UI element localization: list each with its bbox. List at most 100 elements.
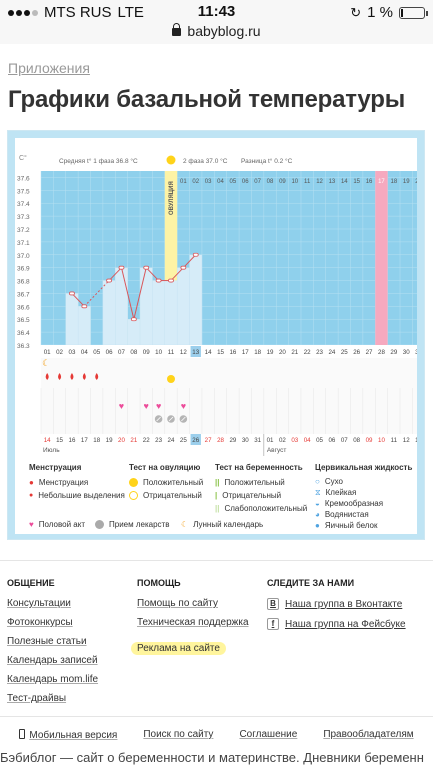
fb-link[interactable]: f Наша группа на Фейсбуке: [267, 618, 406, 630]
vk-link[interactable]: B Наша группа в Вконтакте: [267, 598, 406, 610]
temperature-bar: [65, 293, 79, 346]
carrier: MTS RUS: [44, 4, 112, 21]
pill-icon-mark: [181, 416, 186, 422]
ads-highlight: Реклама на сайте: [131, 642, 226, 655]
date-label: 13: [415, 437, 417, 444]
site-search-link[interactable]: Поиск по сайту: [143, 729, 214, 740]
temperature-line-segment: [145, 267, 159, 281]
cycle-day-label: 22: [304, 349, 311, 356]
footer-divider: [0, 560, 433, 561]
footer-heading: СЛЕДИТЕ ЗА НАМИ: [267, 578, 355, 588]
temperature-point: [143, 265, 150, 270]
facebook-icon: f: [267, 618, 279, 630]
temperature-point: [69, 291, 75, 296]
phone-icon: [19, 729, 26, 739]
bbt-chart-frame: 37.6 37.5 37.4 37.3 37.2 37.1 37.0 36.9 36.8 36.7…: [7, 130, 425, 540]
temperature-line-segment: [170, 267, 184, 281]
pink-column: [375, 171, 388, 345]
top-day-label: 05: [230, 179, 237, 185]
cycle-day-label: 02: [56, 349, 63, 356]
legend-item: Водянистая: [324, 510, 369, 519]
date-label: 30: [242, 437, 249, 444]
cycle-day-label: 14: [205, 349, 212, 356]
top-day-label: 17: [378, 179, 385, 185]
top-day-label: 04: [217, 179, 224, 185]
temperature-bar: [115, 267, 128, 346]
legend-item: Сухо: [324, 477, 343, 486]
cycle-day-label: 31: [415, 349, 417, 356]
legend-intercourse: ♥ Половой акт: [29, 520, 85, 529]
date-label: 25: [180, 437, 187, 444]
date-label: 23: [155, 437, 162, 444]
signal-icon: [8, 9, 38, 16]
footer-link[interactable]: Календарь записей: [7, 655, 98, 666]
rights-holders-link[interactable]: Правообладателям: [323, 729, 414, 740]
date-label: 16: [69, 437, 76, 444]
footer-link[interactable]: Календарь mom.life: [7, 674, 99, 685]
footer-link[interactable]: Полезные статьи: [7, 636, 87, 647]
cycle-day-label: 03: [69, 349, 76, 356]
date-label: 31: [254, 437, 261, 444]
top-day-label: 20: [415, 179, 417, 185]
legend-item: Положительный: [224, 478, 285, 487]
legend-moon: ☾ Лунный календарь: [181, 520, 263, 529]
breadcrumb-link[interactable]: Приложения: [8, 60, 90, 76]
top-day-label: 10: [291, 179, 298, 185]
footer-link[interactable]: Тест-драйвы: [7, 693, 67, 704]
chart-legend: Менструация ● Менструация ● Небольшие выде…: [15, 459, 417, 534]
date-label: 14: [44, 437, 51, 444]
top-day-label: 06: [242, 179, 249, 185]
temperature-point: [118, 265, 125, 270]
date-label: 21: [130, 437, 137, 444]
heart-icon: ♥: [181, 401, 186, 411]
mobile-version-link[interactable]: Мобильная версия: [19, 729, 117, 741]
footer-link[interactable]: Помощь по сайту: [137, 598, 218, 609]
cycle-day-label: 11: [168, 349, 175, 356]
drop-icon: ●: [29, 478, 34, 487]
legend-title: Тест на овуляцию: [129, 463, 201, 472]
footer-link[interactable]: Фотоконкурсы: [7, 617, 73, 628]
temperature-line-segment: [71, 293, 85, 307]
cycle-day-label: 20: [279, 349, 286, 356]
cycle-day-label: 29: [390, 349, 397, 356]
pill-icon-mark: [168, 416, 174, 422]
top-day-label: 08: [267, 179, 274, 185]
date-label: 11: [391, 437, 398, 444]
temperature-point: [192, 252, 199, 257]
dates-band: [41, 434, 417, 445]
legend-item: Клейкая: [325, 488, 357, 497]
top-day-label: 12: [316, 179, 323, 185]
temperature-line-segment: [108, 267, 122, 281]
temperature-point: [81, 304, 88, 309]
orientation-lock-icon: ↻: [350, 4, 362, 20]
footer-link[interactable]: Техническая поддержка: [137, 617, 249, 628]
ovulation-marker: [166, 155, 176, 165]
temperature-line-segment: [133, 267, 147, 320]
watery-icon: ◕: [315, 510, 320, 519]
footer-link-ads[interactable]: Реклама на сайте: [131, 642, 249, 655]
temperature-line-segment: [183, 254, 197, 269]
legend-menstruation: Менструация ● Менструация ● Небольшие выде…: [29, 463, 125, 502]
cycle-day-label: 25: [341, 349, 348, 356]
date-label: 15: [56, 437, 63, 444]
temperature-point: [106, 278, 112, 283]
faint-bar-icon: ||: [215, 504, 220, 513]
legend-item: Отрицательный: [143, 491, 202, 500]
top-day-label: 02: [192, 179, 199, 185]
date-label: 17: [81, 437, 88, 444]
footer-link[interactable]: Консультации: [7, 598, 71, 609]
cycle-day-label: 07: [118, 349, 125, 356]
top-day-label: 03: [205, 179, 212, 185]
vk-label: Наша группа в Вконтакте: [285, 598, 403, 610]
y-tick-label: 36.5: [17, 317, 30, 324]
url-bar[interactable]: babyblog.ru: [0, 23, 433, 39]
creamy-icon: ◒: [315, 499, 320, 508]
cycle-day-label: 21: [291, 349, 298, 356]
top-day-label: 18: [390, 179, 397, 185]
temperature-difference: Разница t° 0.2 °С: [241, 157, 293, 165]
date-label: 07: [341, 437, 348, 444]
agreement-link[interactable]: Соглашение: [239, 729, 298, 740]
cycle-day-label: 16: [229, 349, 236, 356]
sticky-icon: ⧖: [315, 487, 321, 497]
legend-title: Менструация: [29, 463, 82, 472]
